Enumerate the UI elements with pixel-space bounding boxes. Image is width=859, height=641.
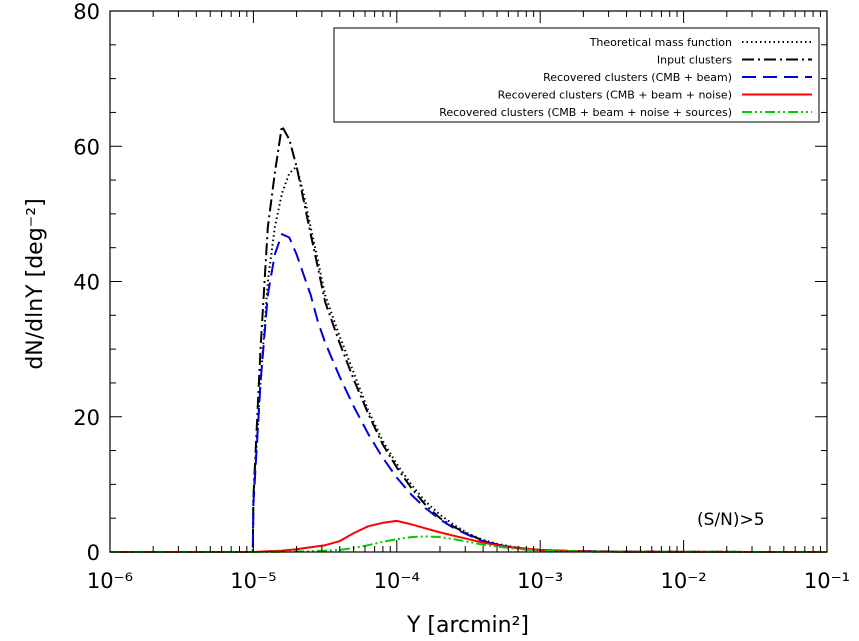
annotation-snr: (S/N)>5 (697, 510, 765, 530)
legend-entry: Input clusters (657, 54, 812, 67)
y-tick-label: 60 (73, 135, 100, 159)
legend-entry: Recovered clusters (CMB + beam) (543, 71, 812, 84)
legend-label: Recovered clusters (CMB + beam + noise) (498, 89, 732, 102)
series-layer (110, 125, 828, 553)
y-tick-label: 80 (73, 0, 100, 24)
x-tick-label: 10⁻¹ (804, 569, 850, 593)
legend: Theoretical mass function Input clusters R… (333, 27, 820, 123)
legend-entries: Theoretical mass function Input clusters R… (439, 36, 812, 119)
x-tick-label: 10⁻² (660, 569, 706, 593)
legend-label: Input clusters (657, 54, 732, 67)
ticks-layer (109, 10, 828, 553)
legend-label: Recovered clusters (CMB + beam + noise +… (439, 106, 732, 119)
y-axis-title: dN/dlnY [deg⁻²] (23, 198, 48, 369)
y-tick-label: 0 (87, 541, 100, 565)
x-tick-label: 10⁻⁶ (87, 569, 133, 593)
legend-entry: Theoretical mass function (589, 36, 812, 49)
series-line-3 (110, 233, 828, 553)
legend-label: Theoretical mass function (589, 36, 732, 49)
x-tick-label: 10⁻³ (517, 569, 563, 593)
legend-box (333, 27, 820, 123)
y-tick-label: 40 (73, 271, 100, 295)
y-tick-label: 20 (73, 406, 100, 430)
tick-labels-layer: 10⁻⁶ 10⁻⁵ 10⁻⁴ 10⁻³ 10⁻² 10⁻¹ 0 20 40 60 80 (73, 0, 850, 593)
x-tick-label: 10⁻⁵ (230, 569, 276, 593)
x-tick-label: 10⁻⁴ (374, 569, 420, 593)
legend-label: Recovered clusters (CMB + beam) (543, 71, 732, 84)
series-line-5 (110, 535, 828, 553)
legend-entry: Recovered clusters (CMB + beam + noise +… (439, 106, 812, 119)
x-axis-title: Y [arcmin²] (406, 613, 529, 638)
legend-entry: Recovered clusters (CMB + beam + noise) (498, 89, 812, 102)
